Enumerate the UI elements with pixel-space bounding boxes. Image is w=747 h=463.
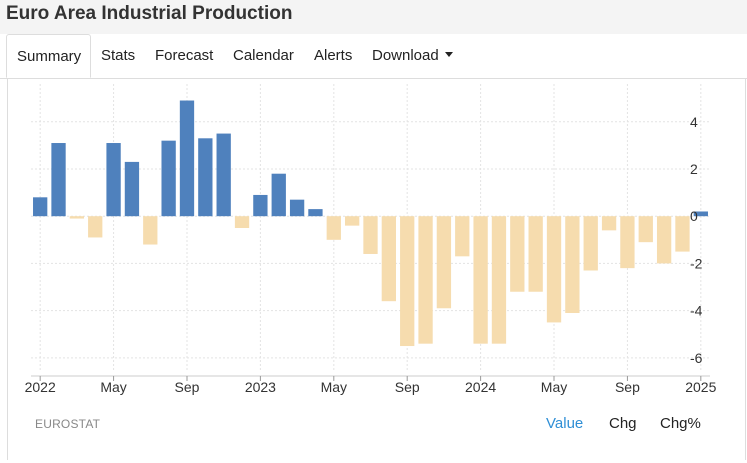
- bar: [400, 216, 415, 347]
- bar: [565, 216, 580, 313]
- bar: [473, 216, 488, 344]
- bar: [198, 138, 213, 217]
- bar: [234, 216, 250, 228]
- bar: [620, 216, 635, 269]
- y-tick-label: -4: [690, 303, 703, 319]
- tab-download[interactable]: Download: [372, 34, 453, 78]
- bar: [381, 216, 396, 302]
- bar: [289, 199, 305, 217]
- bar: [528, 216, 543, 292]
- y-tick-label: 4: [690, 114, 698, 130]
- y-tick-label: -2: [690, 255, 703, 271]
- x-tick-label: Sep: [175, 379, 200, 395]
- bar: [510, 216, 525, 292]
- bar: [546, 216, 562, 323]
- page-title: Euro Area Industrial Production: [6, 3, 293, 24]
- bar: [161, 140, 176, 217]
- bar: [326, 216, 341, 240]
- chart-panel: [7, 78, 746, 460]
- bar: [693, 211, 708, 217]
- bar: [344, 216, 360, 226]
- bar: [455, 216, 470, 257]
- toggle-chg-pct[interactable]: Chg%: [660, 415, 701, 432]
- bar: [106, 143, 121, 217]
- bar: [88, 216, 103, 238]
- x-tick-label: 2022: [25, 379, 56, 395]
- toggle-value[interactable]: Value: [546, 415, 584, 432]
- bar: [308, 209, 323, 217]
- bar: [675, 216, 690, 252]
- caret-down-icon: [444, 52, 453, 57]
- tab-calendar[interactable]: Calendar: [233, 47, 294, 64]
- x-tick-label: 2025: [685, 379, 716, 395]
- y-tick-label: -6: [690, 350, 703, 366]
- tab-summary[interactable]: Summary: [6, 34, 91, 78]
- tab-download-label: Download: [372, 47, 439, 64]
- tab-stats[interactable]: Stats: [101, 47, 136, 64]
- bar: [638, 216, 653, 243]
- bar: [601, 216, 617, 231]
- toggle-chg[interactable]: Chg: [609, 415, 637, 432]
- bar: [51, 143, 66, 217]
- bar: [491, 216, 507, 344]
- x-tick-label: May: [100, 379, 126, 395]
- tab-alerts[interactable]: Alerts: [314, 47, 353, 64]
- y-tick-label: 0: [690, 208, 698, 224]
- x-tick-label: Sep: [615, 379, 640, 395]
- bar: [436, 216, 452, 309]
- tab-bar: Summary Stats Forecast Calendar Alerts D…: [0, 34, 747, 79]
- bar: [418, 216, 433, 344]
- bar: [271, 173, 286, 217]
- bar: [33, 197, 48, 217]
- bar: [656, 216, 672, 264]
- y-tick-label: 2: [690, 161, 698, 177]
- bar: [253, 194, 268, 217]
- bar: [69, 216, 85, 219]
- bar: [179, 100, 195, 217]
- bar: [143, 216, 158, 245]
- bar: [363, 216, 378, 254]
- source-label: EUROSTAT: [35, 417, 101, 431]
- header-bar: Euro Area Industrial Production: [0, 0, 747, 34]
- bar: [124, 161, 140, 217]
- x-tick-label: May: [321, 379, 347, 395]
- x-tick-label: May: [541, 379, 567, 395]
- tab-forecast[interactable]: Forecast: [155, 47, 214, 64]
- x-tick-label: 2023: [245, 379, 276, 395]
- x-tick-label: 2024: [465, 379, 496, 395]
- bar: [216, 133, 231, 217]
- bar: [583, 216, 598, 271]
- x-tick-label: Sep: [395, 379, 420, 395]
